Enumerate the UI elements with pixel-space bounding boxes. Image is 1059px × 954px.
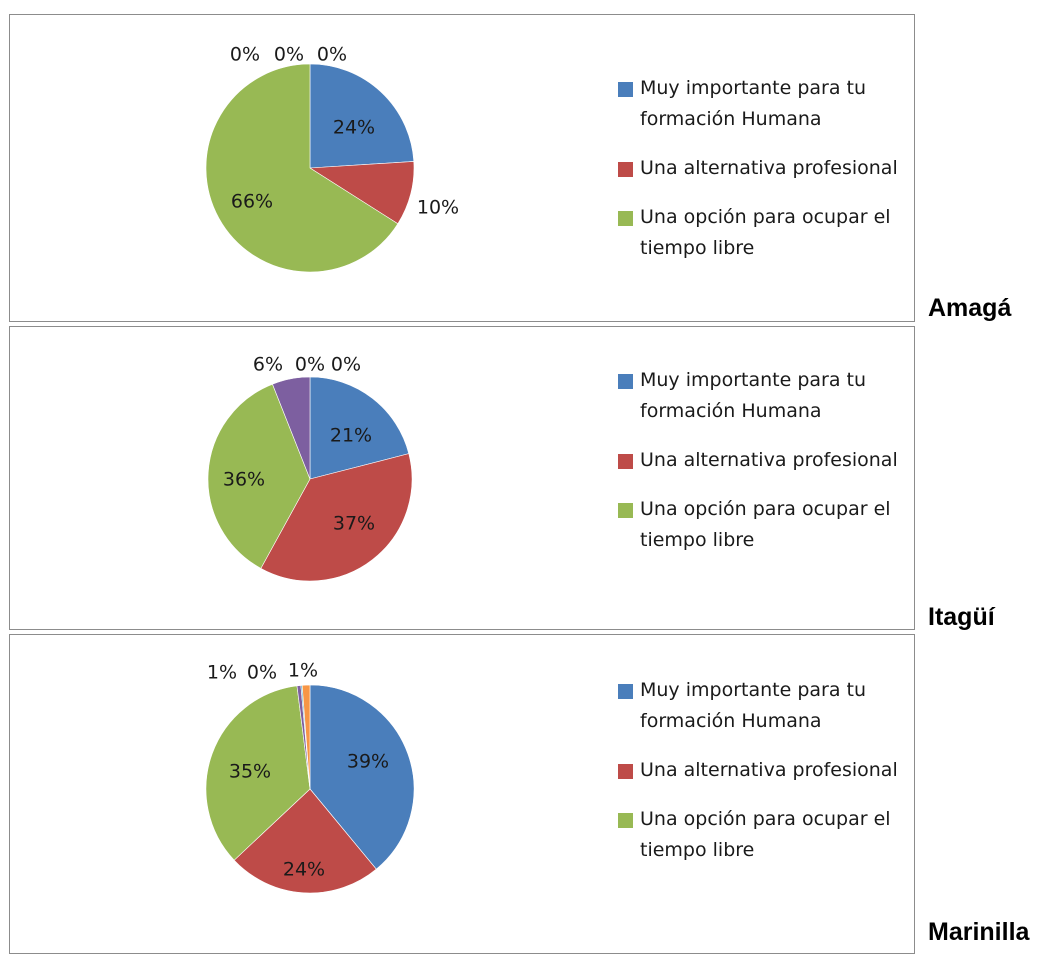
legend-item-formacion: Muy importante para tu formación Humana — [616, 73, 906, 135]
legend-label: Una alternativa profesional — [640, 759, 898, 781]
legend-item-formacion: Muy importante para tu formación Humana — [616, 675, 906, 737]
chart-panel-marinilla: 39% 24% 35% 1% 0% 1% Muy importante para tu f… — [9, 634, 915, 954]
data-label: 0% — [317, 44, 347, 66]
legend-swatch-red — [618, 764, 633, 779]
legend-label: Muy importante para tu formación Humana — [640, 369, 867, 422]
pie-slice — [309, 684, 415, 870]
data-label: 21% — [330, 425, 372, 447]
legend: Muy importante para tu formación Humana … — [616, 73, 906, 282]
chart-caption-marinilla: Marinilla — [928, 918, 1030, 946]
legend-label: Una alternativa profesional — [640, 449, 898, 471]
data-label: 0% — [331, 354, 361, 376]
legend-item-tiempo-libre: Una opción para ocupar el tiempo libre — [616, 202, 906, 264]
legend-label: Una alternativa profesional — [640, 157, 898, 179]
data-label: 36% — [223, 469, 265, 491]
pie-slice — [301, 684, 311, 790]
legend: Muy importante para tu formación Humana … — [616, 675, 906, 884]
legend-label: Una opción para ocupar el tiempo libre — [640, 206, 891, 259]
data-label: 37% — [333, 513, 375, 535]
chart-panel-itagui: 21% 37% 36% 6% 0% 0% Muy importante para tu f… — [9, 326, 915, 630]
legend-swatch-blue — [618, 684, 633, 699]
chart-caption-amaga: Amagá — [928, 294, 1012, 322]
pie-slice — [205, 685, 311, 861]
legend: Muy importante para tu formación Humana … — [616, 365, 906, 574]
data-label: 66% — [231, 191, 273, 213]
pie-slice — [233, 788, 377, 894]
legend-item-profesional: Una alternativa profesional — [616, 755, 906, 786]
pie-chart-marinilla: 39% 24% 35% 1% 0% 1% — [205, 660, 415, 894]
pie-chart-amaga: 24% 66% 10% 0% 0% 0% — [205, 44, 459, 273]
legend-label: Muy importante para tu formación Humana — [640, 77, 867, 130]
legend-label: Una opción para ocupar el tiempo libre — [640, 498, 891, 551]
pie-slice — [260, 453, 413, 582]
pie-chart-itagui: 21% 37% 36% 6% 0% 0% — [207, 354, 413, 582]
legend-item-formacion: Muy importante para tu formación Humana — [616, 365, 906, 427]
pie-slice — [205, 63, 399, 273]
legend-swatch-green — [618, 503, 633, 518]
pie-slice — [309, 376, 410, 480]
pie-slice — [309, 63, 415, 169]
data-label: 10% — [417, 197, 459, 219]
legend-label: Muy importante para tu formación Humana — [640, 679, 867, 732]
data-label: 1% — [207, 662, 237, 684]
legend-swatch-red — [618, 454, 633, 469]
legend-swatch-red — [618, 162, 633, 177]
legend-item-tiempo-libre: Una opción para ocupar el tiempo libre — [616, 804, 906, 866]
chart-panel-amaga: 24% 66% 10% 0% 0% 0% Muy importante para tu f… — [9, 14, 915, 322]
data-label: 0% — [295, 354, 325, 376]
data-label: 39% — [347, 751, 389, 773]
pie-slice — [207, 383, 311, 569]
data-label: 6% — [253, 354, 283, 376]
legend-item-tiempo-libre: Una opción para ocupar el tiempo libre — [616, 494, 906, 556]
data-label: 0% — [247, 662, 277, 684]
chart-caption-itagui: Itagüí — [928, 603, 995, 631]
legend-label: Una opción para ocupar el tiempo libre — [640, 808, 891, 861]
data-label: 24% — [333, 117, 375, 139]
legend-swatch-green — [618, 813, 633, 828]
data-label: 24% — [283, 859, 325, 881]
legend-swatch-blue — [618, 82, 633, 97]
legend-item-profesional: Una alternativa profesional — [616, 153, 906, 184]
data-label: 35% — [229, 761, 271, 783]
legend-swatch-blue — [618, 374, 633, 389]
data-label: 1% — [288, 660, 318, 682]
data-label: 0% — [274, 44, 304, 66]
legend-swatch-green — [618, 211, 633, 226]
data-label: 0% — [230, 44, 260, 66]
legend-item-profesional: Una alternativa profesional — [616, 445, 906, 476]
pie-slice — [272, 376, 311, 480]
